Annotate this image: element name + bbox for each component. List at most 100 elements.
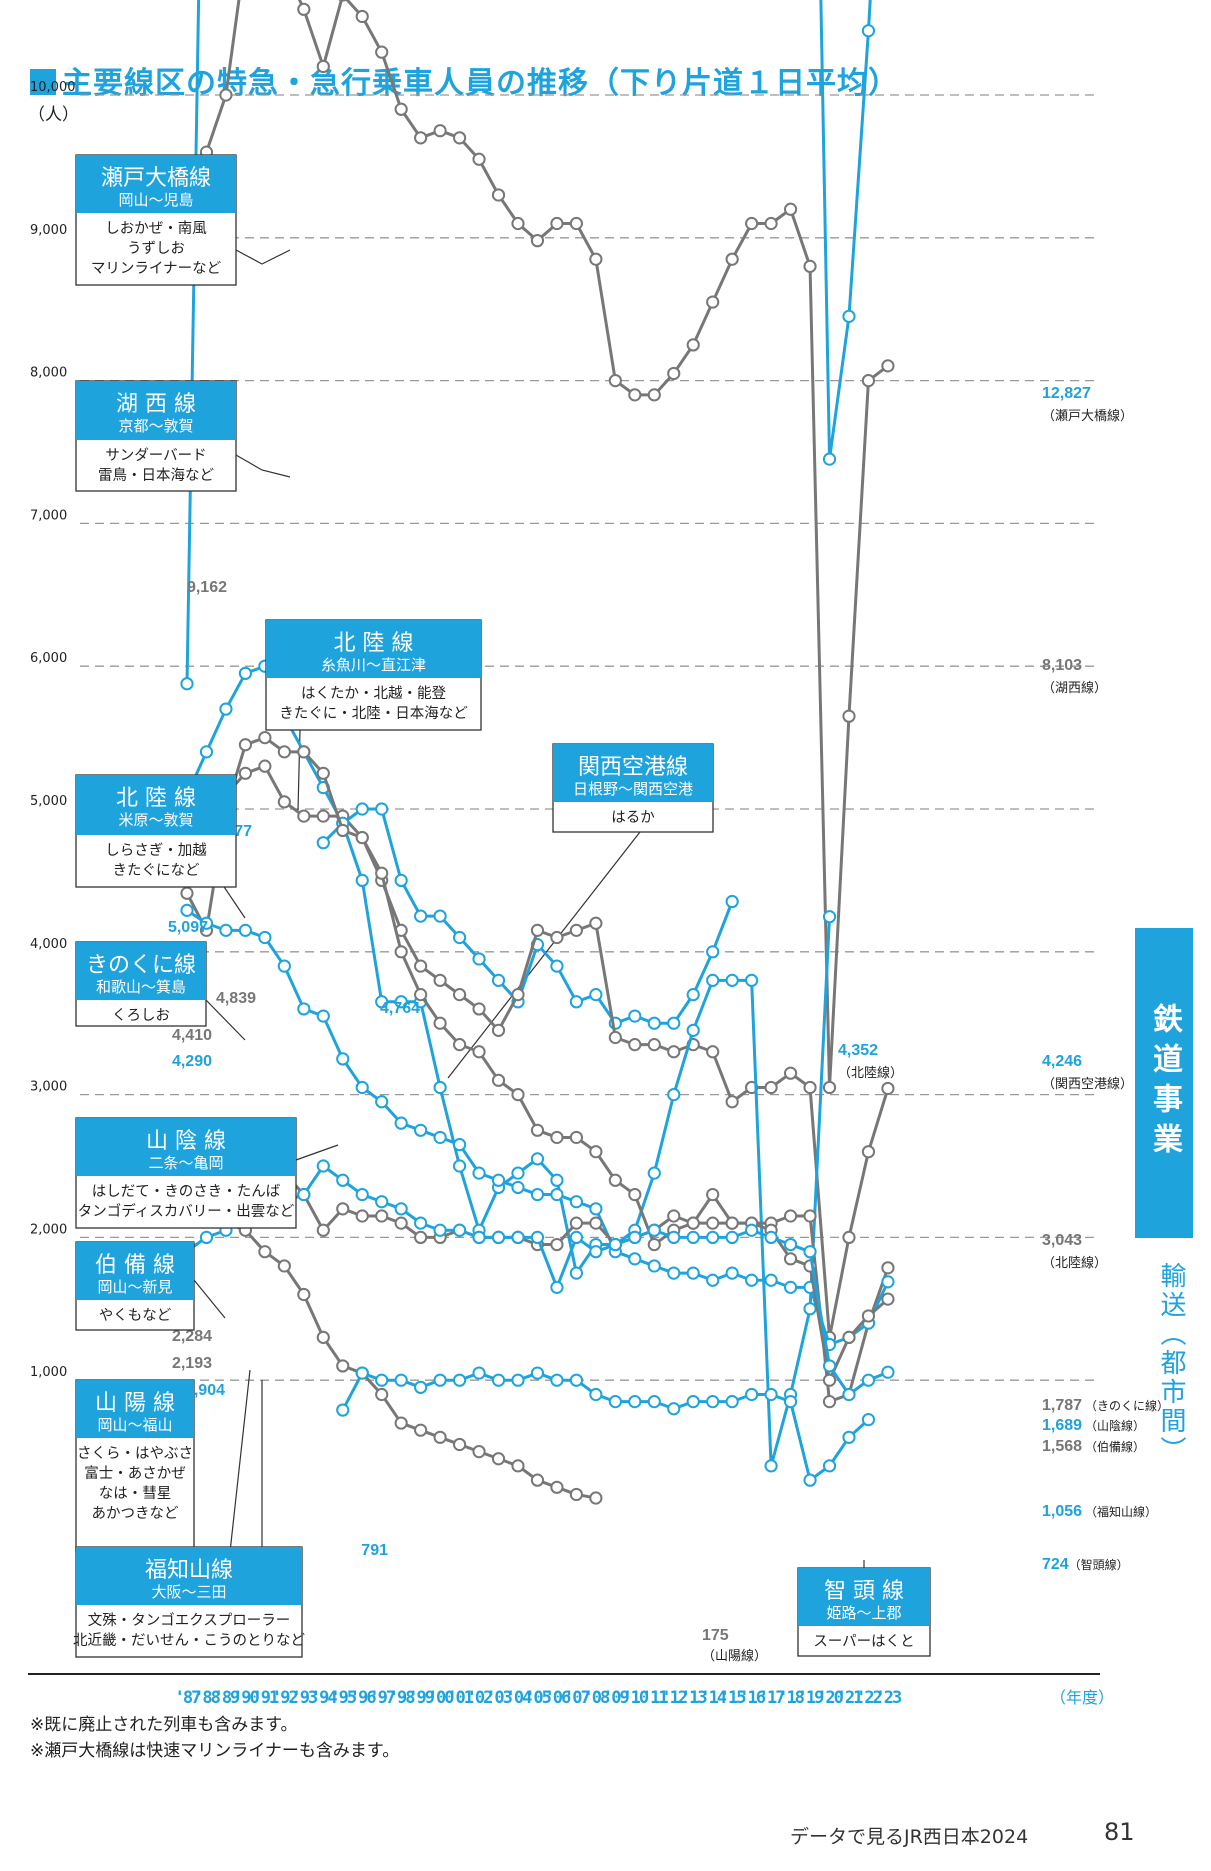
data-point	[628, 1038, 642, 1052]
data-point	[491, 1230, 506, 1245]
route-box-train: はるか	[611, 809, 655, 826]
x-tick-label: '10	[622, 1688, 648, 1708]
data-point	[667, 1402, 681, 1416]
start-value-label: 4,290	[172, 1053, 212, 1070]
route-box-route: 姫路〜上郡	[826, 1604, 901, 1622]
route-box-train: スーパーはくと	[813, 1633, 914, 1650]
data-point	[647, 1166, 661, 1180]
route-box-route: 和歌山〜箕島	[96, 978, 186, 996]
route-box-route: 岡山〜新見	[97, 1278, 172, 1296]
data-point	[745, 216, 759, 231]
end-value-label: 8,103	[1042, 657, 1082, 674]
data-point	[511, 1166, 525, 1180]
data-point	[861, 1309, 876, 1323]
data-point	[277, 1259, 291, 1273]
data-point	[394, 1216, 408, 1230]
data-point	[238, 766, 253, 780]
series-line	[185, 736, 890, 1404]
route-box-train: 文殊・タンゴエクスプローラー	[88, 1611, 291, 1629]
data-point	[355, 1209, 369, 1223]
data-point	[628, 1009, 642, 1023]
data-point	[530, 1473, 545, 1487]
data-point	[861, 374, 876, 388]
route-box-title: 北 陸 線	[334, 631, 414, 656]
data-point	[550, 1130, 564, 1145]
data-point	[861, 24, 876, 38]
data-point	[277, 959, 291, 973]
data-point	[355, 1187, 369, 1202]
data-point	[375, 866, 389, 880]
route-box-train: うずしお	[127, 240, 185, 257]
data-point	[375, 1195, 389, 1209]
route-box-route: 糸魚川〜直江津	[321, 656, 426, 674]
series-1	[180, 0, 895, 1095]
end-series-label: （福知山線）	[1085, 1504, 1157, 1519]
data-point	[725, 252, 739, 266]
data-point	[706, 1273, 720, 1287]
x-tick-label: '17	[759, 1688, 784, 1708]
end-value-label: 1,787	[1042, 1397, 1082, 1414]
end-series-label: （智頭線）	[1069, 1557, 1129, 1572]
data-point	[433, 1223, 447, 1237]
route-box-header	[76, 155, 236, 213]
data-point	[647, 1395, 661, 1409]
data-point	[569, 1487, 584, 1502]
data-point	[822, 1080, 837, 1095]
route-box-header	[76, 775, 236, 835]
data-point	[569, 216, 584, 231]
data-point	[550, 1173, 564, 1187]
data-point	[433, 1016, 447, 1030]
data-point	[530, 1123, 545, 1137]
data-point	[764, 1230, 778, 1245]
data-point	[550, 959, 564, 973]
data-point	[803, 1302, 817, 1316]
data-point	[803, 1080, 817, 1095]
data-point	[277, 795, 291, 809]
y-tick-label: 10,000	[30, 80, 76, 95]
data-point	[394, 102, 408, 116]
data-point	[394, 1116, 408, 1130]
x-tick-label: '94	[311, 1688, 337, 1708]
x-tick-label: '19	[798, 1688, 824, 1708]
series-line	[185, 0, 872, 684]
x-tick-label: '95	[330, 1688, 356, 1708]
route-box-train: あかつきなど	[92, 1505, 179, 1522]
data-point	[375, 802, 389, 816]
route-box-train: マリンライナーなど	[91, 260, 222, 277]
data-point	[355, 830, 369, 845]
y-tick-label: 5,000	[30, 794, 67, 809]
data-point	[667, 1230, 681, 1245]
data-point	[589, 1245, 603, 1259]
data-point	[861, 1145, 876, 1159]
data-point	[569, 1195, 584, 1209]
end-series-label: （湖西線）	[1042, 680, 1107, 696]
series-line	[322, 821, 832, 1468]
data-point	[706, 295, 720, 309]
end-value-label: 12,827	[1042, 385, 1091, 402]
data-point	[725, 1095, 739, 1109]
data-point	[452, 930, 467, 945]
data-point	[822, 910, 837, 924]
data-point	[530, 1230, 545, 1245]
data-point	[725, 1266, 739, 1280]
route-box-train: タンゴディスカバリー・出雲など	[78, 1202, 295, 1220]
data-point	[355, 1366, 369, 1380]
data-point	[706, 973, 720, 987]
x-tick-label: '00	[428, 1688, 454, 1708]
data-point	[511, 1230, 525, 1245]
data-point	[472, 952, 486, 966]
route-box-title: 伯 備 線	[95, 1253, 175, 1278]
title-square-icon	[30, 69, 56, 95]
start-value-label: 4,410	[172, 1027, 212, 1044]
data-point	[569, 1373, 584, 1387]
route-box-train: はくたか・北越・能登	[301, 685, 446, 702]
end-series-label: （北陸線）	[1042, 1255, 1107, 1271]
data-point	[608, 1030, 622, 1045]
data-point	[375, 45, 389, 59]
data-point	[394, 945, 408, 959]
data-point	[589, 916, 603, 930]
data-point	[511, 988, 525, 1002]
